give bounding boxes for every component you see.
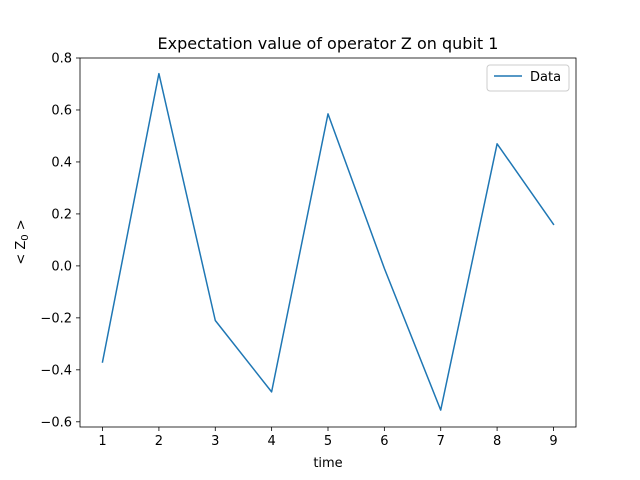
y-tick-label: −0.2 xyxy=(40,311,72,326)
y-tick-label: −0.4 xyxy=(40,363,72,378)
series-line-data xyxy=(101,72,555,411)
x-tick-label: 3 xyxy=(211,434,219,449)
x-axis-label: time xyxy=(313,456,342,471)
plot-area-frame xyxy=(79,57,577,428)
x-tick-label: 8 xyxy=(493,434,501,449)
legend-label-data: Data xyxy=(530,70,561,85)
y-tick-label: 0.4 xyxy=(51,155,72,170)
x-tick-label: 4 xyxy=(267,434,275,449)
legend-box xyxy=(486,64,570,92)
y-tick-label: 0.2 xyxy=(51,207,72,222)
y-tick-label: 0.6 xyxy=(51,103,72,118)
y-axis-label: < Z0 > xyxy=(14,219,31,264)
y-axis-label-main: < Z xyxy=(14,241,29,265)
y-axis-label-subscript: 0 xyxy=(20,234,31,240)
y-tick-label: 0.8 xyxy=(51,52,72,67)
y-axis-label-close: > xyxy=(14,219,29,234)
x-tick-label: 2 xyxy=(155,434,163,449)
x-tick-label: 1 xyxy=(98,434,106,449)
y-tick-label: 0.0 xyxy=(51,259,72,274)
x-tick-label: 5 xyxy=(324,434,332,449)
y-axis-ticks: −0.6 −0.4 −0.2 0.0 0.2 0.4 0.6 0.8 xyxy=(40,52,80,430)
x-tick-label: 6 xyxy=(380,434,388,449)
y-tick-label: −0.6 xyxy=(40,415,72,430)
x-tick-label: 7 xyxy=(437,434,445,449)
chart-title: Expectation value of operator Z on qubit… xyxy=(158,34,499,53)
x-axis-ticks: 1 2 3 4 5 6 7 8 9 xyxy=(98,427,558,449)
x-tick-label: 9 xyxy=(549,434,557,449)
legend: Data xyxy=(486,64,570,92)
